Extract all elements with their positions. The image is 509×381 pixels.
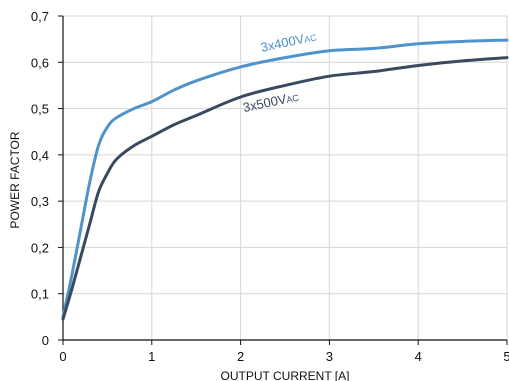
x-axis-label: OUTPUT CURRENT [A] xyxy=(221,369,350,381)
series-line-1 xyxy=(61,38,509,319)
series-label-subscript: AC xyxy=(285,92,300,104)
y-axis-label: POWER FACTOR xyxy=(8,131,22,228)
series-label-1: 3x400VAC xyxy=(259,28,318,55)
y-tick-label: 0,7 xyxy=(31,9,49,24)
grid-lines xyxy=(63,15,508,340)
series-label-subscript: AC xyxy=(303,32,318,44)
x-tick-label: 4 xyxy=(415,349,422,364)
y-tick-label: 0,4 xyxy=(31,148,49,163)
y-tick-label: 0,3 xyxy=(31,194,49,209)
x-tick-label: 2 xyxy=(237,349,244,364)
x-tick-label: 1 xyxy=(148,349,155,364)
series-line-2 xyxy=(61,56,509,321)
x-tick-label: 5 xyxy=(503,349,509,364)
y-tick-label: 0,1 xyxy=(31,287,49,302)
y-tick-label: 0,6 xyxy=(31,55,49,70)
x-tick-label: 3 xyxy=(326,349,333,364)
y-tick-label: 0 xyxy=(42,333,49,348)
axes xyxy=(58,15,508,345)
tick-labels: 0 0,1 0,2 0,3 0,4 0,5 0,6 0,7 0 1 2 3 4 5 xyxy=(31,9,509,364)
y-tick-label: 0,2 xyxy=(31,240,49,255)
series-label-main: 3x400V xyxy=(259,31,306,55)
x-tick-label: 0 xyxy=(59,349,66,364)
y-tick-label: 0,5 xyxy=(31,102,49,117)
series-lines xyxy=(61,38,509,321)
